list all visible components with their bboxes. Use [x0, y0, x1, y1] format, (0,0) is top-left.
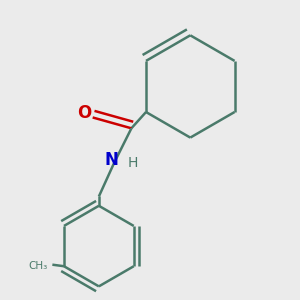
Text: O: O: [77, 104, 91, 122]
Text: N: N: [104, 151, 118, 169]
Text: H: H: [127, 156, 137, 170]
Text: CH₃: CH₃: [28, 261, 48, 271]
